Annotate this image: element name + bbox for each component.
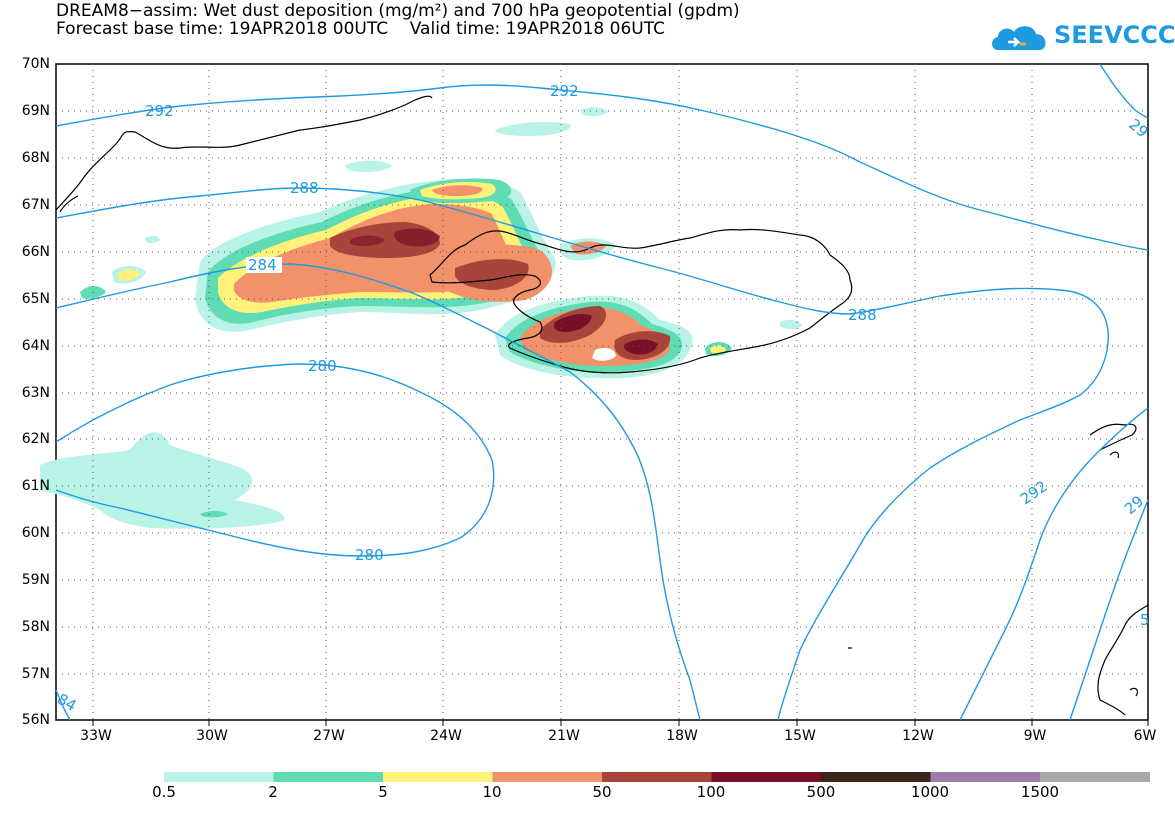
lat-label: 59N bbox=[21, 572, 50, 588]
colorbar-label: 10 bbox=[482, 783, 502, 801]
lat-label: 65N bbox=[21, 291, 50, 307]
lon-label: 30W bbox=[196, 728, 228, 744]
lat-label: 70N bbox=[21, 56, 50, 72]
lon-label: 15W bbox=[784, 728, 816, 744]
dust-deposition-field bbox=[40, 107, 802, 529]
lat-label: 64N bbox=[21, 338, 50, 354]
lon-label: 18W bbox=[666, 728, 698, 744]
coastlines bbox=[55, 95, 1149, 716]
logo-text: SEEVCCC bbox=[1054, 21, 1175, 49]
geopotential-contours bbox=[55, 63, 1149, 721]
colorbar-label: 2 bbox=[268, 783, 278, 801]
lat-label: 62N bbox=[21, 431, 50, 447]
colorbar-swatch bbox=[492, 772, 603, 782]
contour-280 bbox=[55, 363, 495, 557]
contour-288 bbox=[55, 187, 1109, 721]
contour-sw-corner bbox=[55, 689, 71, 721]
lat-label: 66N bbox=[21, 244, 50, 260]
contour-label: 288 bbox=[290, 179, 319, 197]
greenland-coast bbox=[55, 95, 433, 213]
colorbar-label: 1500 bbox=[1020, 783, 1060, 801]
colorbar bbox=[164, 772, 1150, 782]
scotland-coast bbox=[1097, 604, 1149, 716]
title-line-2: Forecast base time: 19APR2018 00UTC Vali… bbox=[56, 19, 665, 39]
colorbar-swatch bbox=[1040, 772, 1150, 782]
map-frame bbox=[55, 63, 1149, 721]
colorbar-swatch bbox=[711, 772, 822, 782]
contour-label: 284 bbox=[248, 256, 277, 274]
contour-label: 292 bbox=[145, 102, 174, 120]
cloud-icon bbox=[992, 26, 1046, 50]
lon-label: 21W bbox=[548, 728, 580, 744]
colorbar-swatch bbox=[930, 772, 1041, 782]
contour-292-se bbox=[959, 407, 1149, 721]
lat-label: 61N bbox=[21, 478, 50, 494]
lat-label: 60N bbox=[21, 525, 50, 541]
lon-label: 24W bbox=[430, 728, 462, 744]
colorbar-swatch bbox=[164, 772, 274, 782]
graticule bbox=[56, 64, 1148, 720]
lat-label: 57N bbox=[21, 666, 50, 682]
contour-label: 288 bbox=[848, 306, 877, 324]
contour-292-north bbox=[55, 84, 1149, 251]
contour-label: 280 bbox=[355, 546, 384, 564]
iceland-coast bbox=[429, 228, 853, 374]
colorbar-label: 0.5 bbox=[152, 783, 176, 801]
lat-label: 58N bbox=[21, 619, 50, 635]
contour-label: 5 bbox=[1140, 611, 1150, 629]
colorbar-label: 500 bbox=[806, 783, 836, 801]
lon-label: 9W bbox=[1023, 728, 1047, 744]
contour-label: 280 bbox=[308, 357, 337, 375]
contour-label: 292 bbox=[550, 82, 579, 100]
colorbar-label: 50 bbox=[592, 783, 612, 801]
colorbar-swatch bbox=[383, 772, 493, 782]
colorbar-swatch bbox=[273, 772, 384, 782]
colorbar-label: 5 bbox=[378, 783, 388, 801]
lat-label: 69N bbox=[21, 103, 50, 119]
lon-label: 12W bbox=[902, 728, 934, 744]
lon-label: 6W bbox=[1133, 728, 1157, 744]
title-line-1: DREAM8−assim: Wet dust deposition (mg/m²… bbox=[56, 1, 740, 21]
colorbar-swatch bbox=[821, 772, 931, 782]
faroe-coast bbox=[1089, 423, 1137, 459]
contour-284 bbox=[55, 263, 701, 721]
lon-label: 27W bbox=[313, 728, 345, 744]
lat-label: 56N bbox=[21, 712, 50, 728]
tick-marks bbox=[92, 720, 1149, 726]
colorbar-swatch bbox=[602, 772, 712, 782]
lat-label: 68N bbox=[21, 150, 50, 166]
contour-29-se bbox=[1069, 499, 1149, 721]
colorbar-label: 100 bbox=[696, 783, 726, 801]
lat-label: 63N bbox=[21, 385, 50, 401]
lat-label: 67N bbox=[21, 197, 50, 213]
colorbar-label: 1000 bbox=[910, 783, 950, 801]
contour-29-ne bbox=[1099, 63, 1149, 119]
lon-label: 33W bbox=[80, 728, 112, 744]
